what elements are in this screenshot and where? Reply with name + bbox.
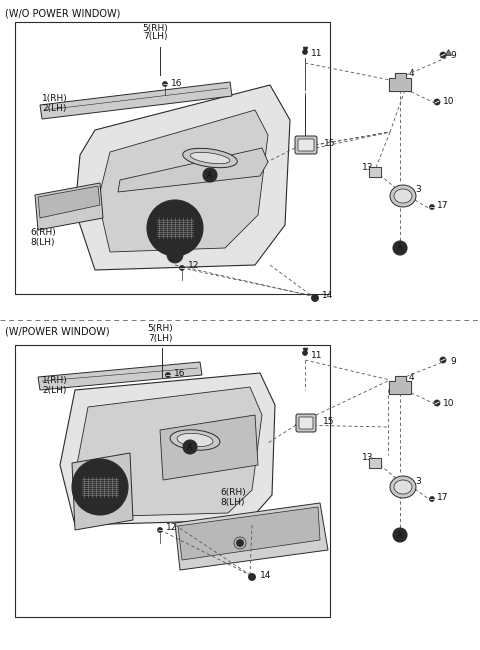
Text: 7(LH): 7(LH) [143, 32, 167, 42]
Text: 2(LH): 2(LH) [42, 387, 66, 395]
Circle shape [251, 575, 253, 578]
Text: 16: 16 [171, 79, 182, 88]
Polygon shape [389, 73, 411, 91]
Polygon shape [160, 415, 258, 480]
Circle shape [434, 400, 440, 406]
FancyBboxPatch shape [296, 414, 316, 432]
Circle shape [183, 440, 197, 454]
Circle shape [203, 168, 217, 182]
Polygon shape [98, 110, 268, 252]
Ellipse shape [183, 148, 237, 168]
Circle shape [302, 350, 308, 356]
Ellipse shape [170, 430, 220, 450]
Text: 11: 11 [311, 49, 323, 57]
Circle shape [393, 528, 407, 542]
Circle shape [239, 541, 241, 545]
FancyBboxPatch shape [295, 136, 317, 154]
Circle shape [440, 52, 446, 58]
Polygon shape [369, 167, 381, 177]
Text: 7(LH): 7(LH) [148, 333, 172, 343]
Text: 5(RH): 5(RH) [142, 23, 168, 32]
Text: 6(RH): 6(RH) [220, 489, 246, 497]
Polygon shape [72, 453, 133, 530]
Text: 13: 13 [362, 452, 373, 462]
Polygon shape [175, 503, 328, 570]
Text: 15: 15 [324, 140, 336, 148]
Ellipse shape [394, 189, 412, 203]
Text: A: A [207, 170, 213, 179]
Text: 3: 3 [415, 476, 421, 486]
Text: (W/O POWER WINDOW): (W/O POWER WINDOW) [5, 9, 120, 19]
Circle shape [434, 99, 440, 105]
Circle shape [313, 296, 316, 300]
Polygon shape [60, 373, 275, 525]
FancyBboxPatch shape [298, 139, 314, 151]
Text: A: A [187, 443, 192, 452]
Ellipse shape [190, 152, 230, 164]
Circle shape [302, 49, 308, 55]
Text: 8(LH): 8(LH) [220, 499, 244, 508]
Polygon shape [38, 186, 100, 218]
Text: 5(RH): 5(RH) [147, 324, 173, 333]
Text: 11: 11 [311, 350, 323, 359]
Text: 17: 17 [437, 493, 448, 502]
Circle shape [171, 251, 179, 259]
Polygon shape [118, 148, 268, 192]
Circle shape [167, 247, 183, 263]
Text: 6(RH): 6(RH) [30, 229, 56, 237]
Text: 12: 12 [188, 261, 199, 270]
Text: 2(LH): 2(LH) [42, 103, 66, 112]
Text: 10: 10 [443, 398, 455, 408]
Text: 15: 15 [323, 417, 335, 426]
Text: 8(LH): 8(LH) [30, 239, 55, 248]
Text: 14: 14 [260, 571, 271, 580]
Ellipse shape [177, 434, 213, 447]
Text: 4: 4 [409, 372, 415, 382]
Text: 13: 13 [362, 162, 373, 172]
Polygon shape [369, 458, 381, 468]
Circle shape [249, 573, 255, 580]
Polygon shape [38, 362, 202, 390]
Ellipse shape [390, 185, 416, 207]
Text: 9: 9 [450, 358, 456, 367]
Ellipse shape [390, 476, 416, 498]
Circle shape [430, 497, 434, 502]
Text: 1(RH): 1(RH) [42, 94, 68, 103]
Bar [15, 345, 330, 617]
Text: A: A [397, 530, 403, 540]
Polygon shape [178, 507, 320, 560]
Text: 4: 4 [409, 68, 415, 77]
Text: 12: 12 [166, 523, 178, 532]
Circle shape [72, 459, 128, 515]
Circle shape [180, 265, 184, 270]
Text: 1(RH): 1(RH) [42, 376, 68, 385]
Text: 16: 16 [174, 369, 185, 378]
Polygon shape [75, 387, 262, 517]
Text: 14: 14 [322, 291, 334, 300]
Polygon shape [35, 183, 103, 230]
Circle shape [157, 528, 163, 532]
Text: A: A [397, 244, 403, 252]
Bar [15, 22, 330, 294]
Text: 10: 10 [443, 98, 455, 107]
Circle shape [393, 241, 407, 255]
Polygon shape [389, 376, 411, 394]
Text: 9: 9 [450, 51, 456, 60]
Polygon shape [75, 85, 290, 270]
Circle shape [237, 540, 243, 547]
Text: 3: 3 [415, 185, 421, 194]
Circle shape [430, 205, 434, 209]
Text: 17: 17 [437, 202, 448, 211]
Circle shape [155, 208, 195, 248]
Polygon shape [40, 82, 232, 119]
Circle shape [440, 357, 446, 363]
Circle shape [166, 372, 170, 378]
Circle shape [147, 200, 203, 256]
Circle shape [80, 467, 120, 507]
Ellipse shape [394, 480, 412, 494]
Circle shape [312, 294, 319, 302]
Text: (W/POWER WINDOW): (W/POWER WINDOW) [5, 327, 109, 337]
Circle shape [163, 81, 168, 86]
FancyBboxPatch shape [299, 417, 313, 429]
